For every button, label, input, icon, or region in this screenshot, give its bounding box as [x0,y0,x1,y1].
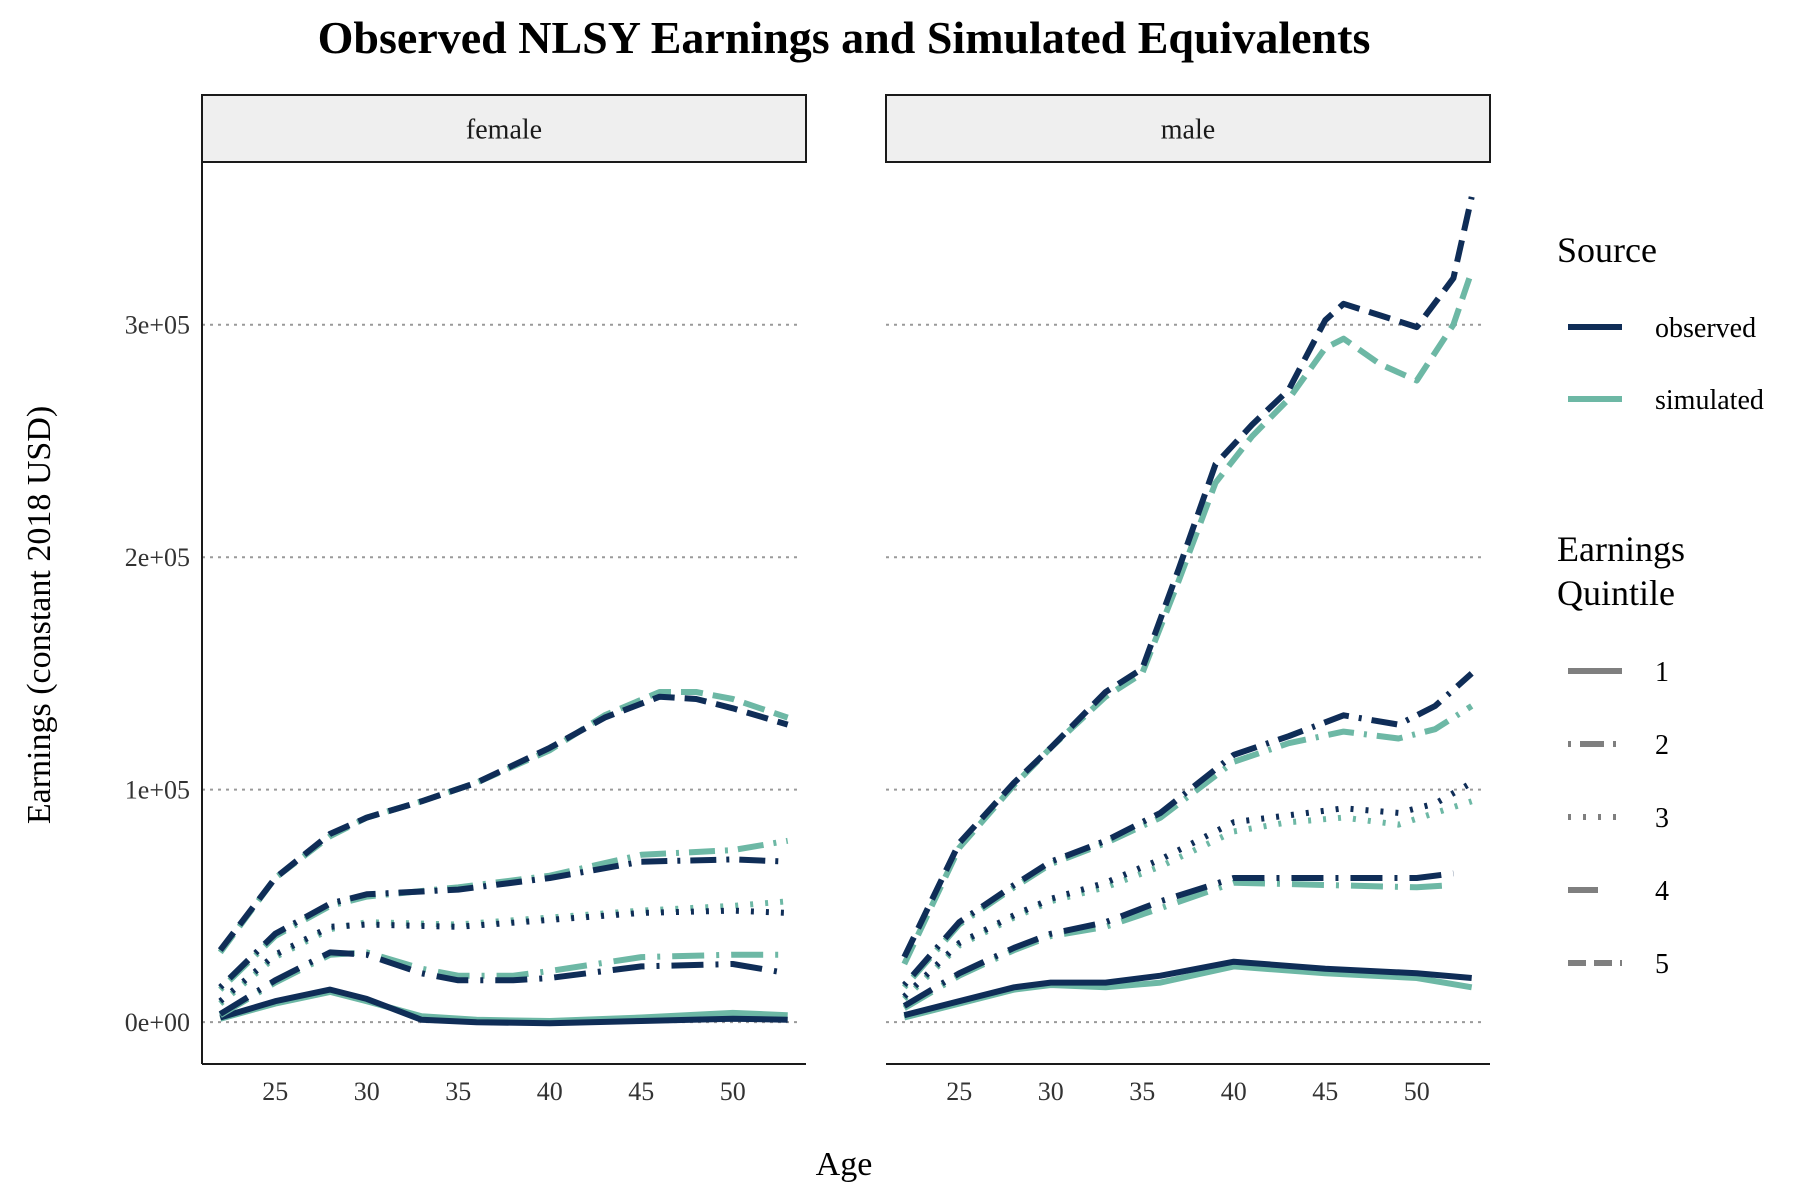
legend-label-quintile: 5 [1655,949,1669,980]
x-tick-label: 40 [1221,1077,1247,1106]
series-line-observed-q5 [217,693,789,952]
series-line-observed-q2 [218,856,788,990]
series-line-observed-q1 [219,986,788,1027]
facet-panel-male: male 25 30 35 40 45 50 [885,94,1491,1106]
y-tick-label: 3e+05 [125,311,190,340]
series-line-observed-q1 [903,958,1472,1019]
x-tick-label: 25 [262,1077,288,1106]
x-tick-label: 50 [1404,1077,1430,1106]
x-tick-label: 35 [1129,1077,1155,1106]
series-line-observed-q4 [902,870,1454,1009]
legend-label-quintile: 1 [1655,657,1669,688]
series-line-simulated-q5 [217,689,789,955]
y-tick-label: 1e+05 [125,776,190,805]
legend-source-title: Source [1557,230,1657,270]
y-axis-title: Earnings (constant 2018 USD) [21,406,58,824]
y-tick-label: 0e+00 [125,1008,190,1037]
series-line-observed-q4 [218,949,789,1017]
x-tick-label: 25 [946,1077,972,1106]
legend-label-simulated: simulated [1655,385,1764,416]
series-line-observed-q5 [901,196,1475,959]
x-tick-label: 45 [1312,1077,1338,1106]
y-tick-label: 2e+05 [125,543,190,572]
series-line-observed-q2 [902,671,1474,987]
x-tick-label: 30 [1038,1077,1064,1106]
x-tick-label: 30 [354,1077,380,1106]
legend-quintile-title: Quintile [1557,573,1675,613]
x-axis-title: Age [816,1146,873,1183]
x-tick-label: 40 [537,1077,563,1106]
legend-quintile-title: Earnings [1557,529,1685,569]
legend-label-quintile: 4 [1655,876,1669,907]
series-line-simulated-q4 [902,879,1454,1011]
x-tick-label: 50 [720,1077,746,1106]
x-tick-label: 45 [628,1077,654,1106]
facet-panel-female: female 25 30 35 40 45 50 [201,94,807,1106]
legend-label-observed: observed [1655,313,1756,344]
legend-label-quintile: 3 [1655,803,1669,834]
facet-strip-label: female [466,115,542,146]
facet-strip-label: male [1161,115,1215,146]
series-line-observed-q3 [218,907,788,1004]
facet-strip [885,94,1491,163]
x-tick-label: 35 [445,1077,471,1106]
facet-strip [201,94,807,163]
series-line-simulated-q5 [901,270,1475,966]
chart-title: Observed NLSY Earnings and Simulated Equ… [318,12,1371,63]
legend-label-quintile: 2 [1655,730,1669,761]
series-line-simulated-q2 [902,703,1474,990]
